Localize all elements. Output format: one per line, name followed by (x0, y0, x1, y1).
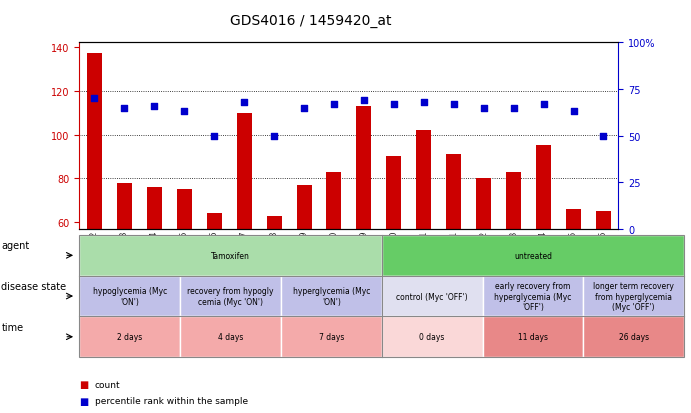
Point (359, 97, 370, 104)
Text: early recovery from
hyperglycemia (Myc
'OFF'): early recovery from hyperglycemia (Myc '… (494, 282, 571, 311)
Text: GSM386513: GSM386513 (509, 230, 518, 276)
Bar (566, 209, 581, 354)
Text: GSM386509: GSM386509 (299, 230, 309, 277)
Bar (326, 172, 341, 354)
Text: GDS4016 / 1459420_at: GDS4016 / 1459420_at (230, 14, 392, 28)
Text: disease state: disease state (1, 281, 66, 292)
Text: control (Myc 'OFF'): control (Myc 'OFF') (397, 292, 468, 301)
Text: 4 days: 4 days (218, 332, 243, 342)
Text: GSM386506: GSM386506 (209, 230, 219, 277)
Text: GSM386512: GSM386512 (479, 230, 489, 276)
Text: GSM386502: GSM386502 (90, 230, 99, 276)
Text: untreated: untreated (514, 251, 552, 260)
Text: agent: agent (1, 241, 30, 251)
Text: 26 days: 26 days (618, 332, 649, 342)
Text: GSM386510: GSM386510 (330, 230, 339, 276)
Text: count: count (95, 380, 120, 389)
Point (209, 133, 220, 140)
Point (149, 103, 160, 110)
Text: hypoglycemia (Myc
'ON'): hypoglycemia (Myc 'ON') (93, 287, 167, 306)
Point (89, 96, 100, 102)
Point (328, 101, 339, 108)
Text: longer term recovery
from hyperglycemia
(Myc 'OFF'): longer term recovery from hyperglycemia … (594, 282, 674, 311)
Text: GSM386500: GSM386500 (389, 230, 399, 277)
Point (478, 105, 489, 112)
Bar (386, 157, 401, 354)
Text: 11 days: 11 days (518, 332, 548, 342)
Point (179, 109, 190, 115)
Text: ■: ■ (79, 379, 88, 389)
Text: 2 days: 2 days (117, 332, 142, 342)
Point (388, 101, 399, 108)
Bar (236, 113, 252, 354)
Point (598, 133, 609, 140)
Point (299, 105, 310, 112)
Text: GSM386501: GSM386501 (419, 230, 428, 276)
Point (568, 109, 579, 115)
Bar (146, 188, 162, 354)
Text: GSM386504: GSM386504 (150, 230, 159, 277)
Text: GSM386515: GSM386515 (569, 230, 578, 276)
Text: hyperglycemia (Myc
'ON'): hyperglycemia (Myc 'ON') (293, 287, 370, 306)
Text: recovery from hypogly
cemia (Myc 'ON'): recovery from hypogly cemia (Myc 'ON') (187, 287, 274, 306)
Text: Tamoxifen: Tamoxifen (211, 251, 250, 260)
Text: GSM386503: GSM386503 (120, 230, 129, 277)
Text: percentile rank within the sample: percentile rank within the sample (95, 396, 248, 405)
Bar (536, 146, 551, 354)
Text: ■: ■ (79, 396, 88, 406)
Point (508, 105, 519, 112)
Point (119, 105, 130, 112)
Bar (506, 172, 521, 354)
Point (418, 100, 429, 106)
Bar (117, 183, 132, 354)
Point (238, 100, 249, 106)
Bar (416, 131, 431, 354)
Text: GSM386516: GSM386516 (599, 230, 608, 276)
Text: GSM386499: GSM386499 (359, 230, 368, 277)
Point (269, 133, 280, 140)
Text: 7 days: 7 days (319, 332, 344, 342)
Text: GSM386508: GSM386508 (269, 230, 278, 276)
Bar (446, 155, 461, 354)
Bar (207, 214, 222, 354)
Text: GSM386505: GSM386505 (180, 230, 189, 277)
Bar (177, 190, 191, 354)
Bar (296, 185, 312, 354)
Bar (596, 212, 611, 354)
Text: GSM386511: GSM386511 (449, 230, 458, 276)
Text: GSM386507: GSM386507 (240, 230, 249, 277)
Text: 0 days: 0 days (419, 332, 445, 342)
Bar (267, 216, 281, 354)
Bar (87, 54, 102, 354)
Text: GSM386514: GSM386514 (539, 230, 548, 276)
Bar (357, 107, 371, 354)
Text: time: time (1, 322, 23, 332)
Point (538, 101, 549, 108)
Point (448, 101, 460, 108)
Bar (476, 179, 491, 354)
